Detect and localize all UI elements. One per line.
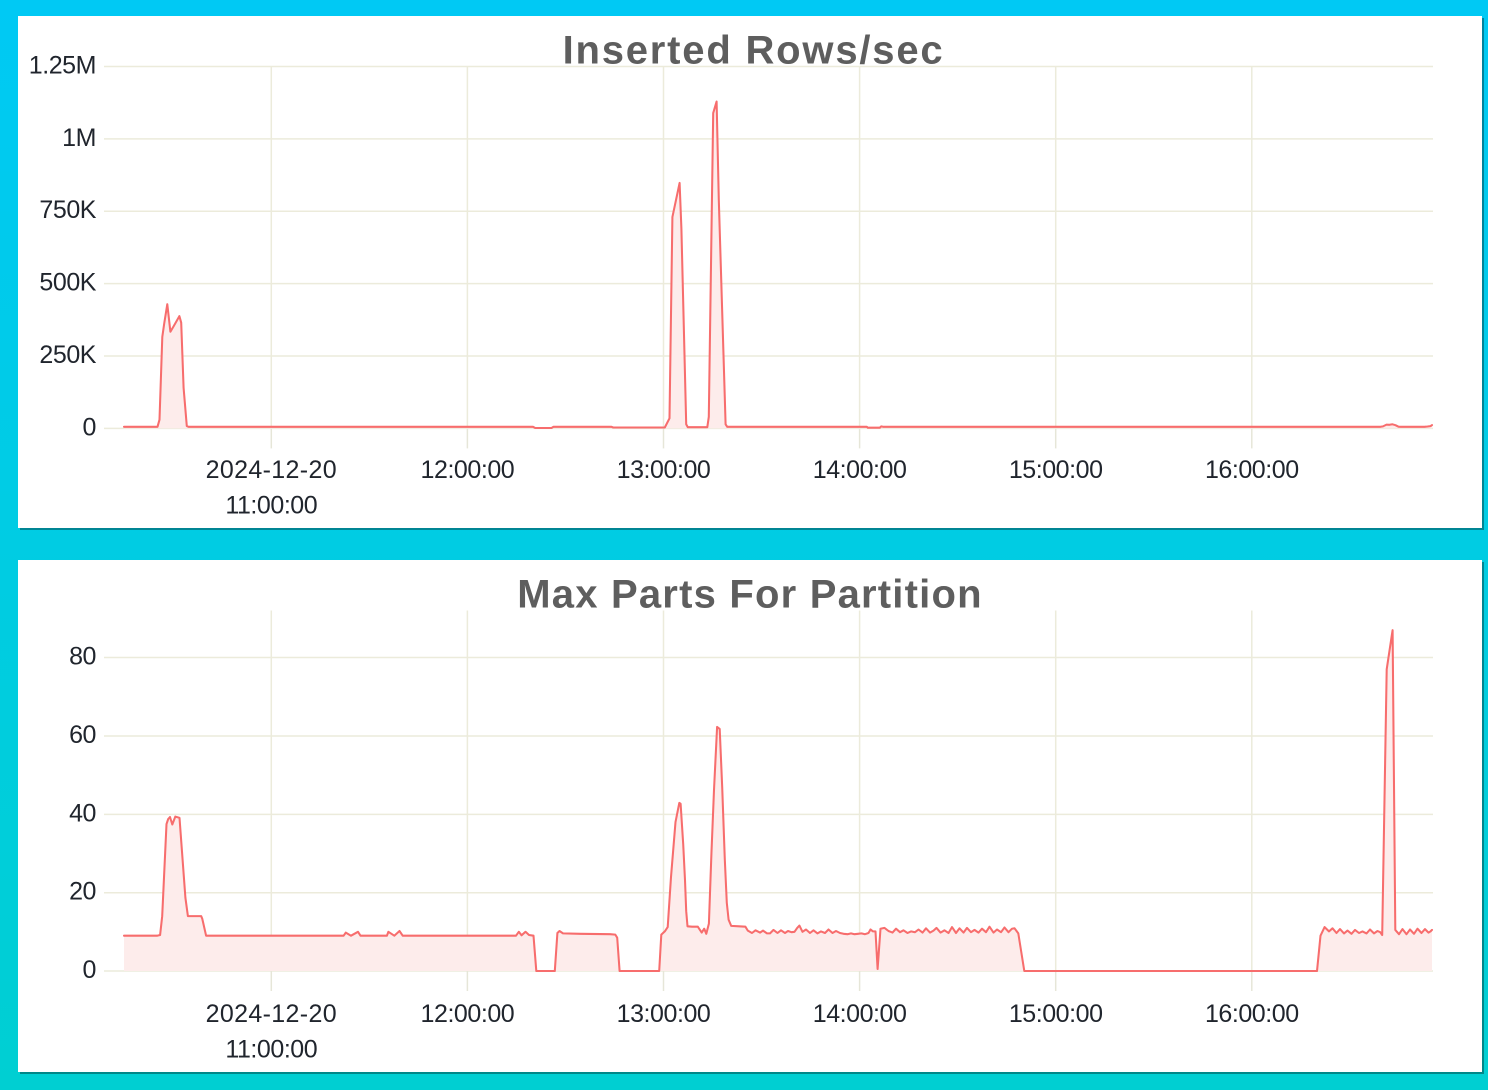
svg-text:13:00:00: 13:00:00 — [617, 456, 711, 484]
svg-text:60: 60 — [69, 721, 96, 749]
svg-text:40: 40 — [69, 799, 96, 827]
svg-text:250K: 250K — [39, 341, 96, 369]
svg-text:13:00:00: 13:00:00 — [617, 1000, 711, 1028]
svg-text:0: 0 — [83, 413, 96, 441]
svg-text:1.25M: 1.25M — [29, 52, 96, 80]
svg-text:Inserted Rows/sec: Inserted Rows/sec — [563, 29, 945, 73]
svg-text:14:00:00: 14:00:00 — [813, 456, 907, 484]
svg-text:11:00:00: 11:00:00 — [225, 492, 317, 520]
svg-text:11:00:00: 11:00:00 — [225, 1036, 317, 1064]
svg-text:16:00:00: 16:00:00 — [1205, 1000, 1299, 1028]
svg-text:500K: 500K — [39, 269, 96, 297]
svg-text:80: 80 — [69, 643, 96, 671]
svg-text:750K: 750K — [39, 196, 96, 224]
svg-text:1M: 1M — [62, 124, 96, 152]
svg-text:15:00:00: 15:00:00 — [1009, 1000, 1103, 1028]
svg-text:16:00:00: 16:00:00 — [1205, 456, 1299, 484]
svg-text:15:00:00: 15:00:00 — [1009, 456, 1103, 484]
svg-text:12:00:00: 12:00:00 — [421, 456, 515, 484]
svg-text:20: 20 — [69, 878, 96, 906]
svg-text:2024-12-20: 2024-12-20 — [206, 1000, 337, 1028]
svg-text:2024-12-20: 2024-12-20 — [206, 456, 337, 484]
svg-text:14:00:00: 14:00:00 — [813, 1000, 907, 1028]
svg-text:0: 0 — [83, 956, 96, 984]
svg-text:12:00:00: 12:00:00 — [421, 1000, 515, 1028]
svg-text:Max Parts For Partition: Max Parts For Partition — [517, 573, 982, 617]
